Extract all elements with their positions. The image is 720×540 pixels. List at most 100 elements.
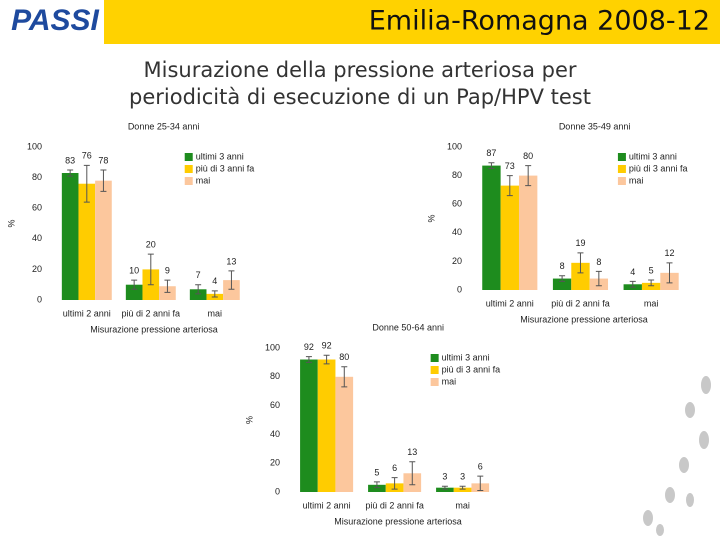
data-label: 78 (98, 155, 108, 165)
bar (436, 487, 454, 492)
legend-label: mai (196, 175, 211, 185)
y-tick-label: 100 (27, 141, 42, 151)
header-band (104, 0, 720, 44)
data-label: 83 (65, 155, 75, 165)
error-bar (67, 169, 74, 177)
bar (300, 359, 318, 492)
chart-title: Donne 50-64 anni (372, 322, 444, 332)
data-label: 87 (486, 148, 496, 158)
data-label: 9 (165, 265, 170, 275)
x-tick-label: mai (644, 298, 659, 308)
x-tick-label: ultimi 2 anni (303, 500, 351, 510)
bar (518, 175, 538, 290)
data-label: 3 (442, 472, 447, 482)
bar (453, 487, 472, 492)
bar (61, 173, 79, 300)
data-label: 12 (664, 248, 674, 258)
y-axis-label: % (426, 214, 436, 222)
legend-swatch (617, 177, 626, 185)
legend-label: mai (442, 376, 457, 386)
error-bar (477, 475, 484, 492)
bar (317, 359, 336, 492)
error-bar (648, 279, 655, 287)
chart-title: Donne 35-49 anni (559, 121, 631, 131)
y-tick-label: 20 (32, 264, 42, 274)
chart-title: Donne 25-34 anni (128, 121, 200, 131)
x-tick-label: più di 2 anni fa (365, 500, 424, 510)
error-bar (83, 164, 90, 203)
error-bar (595, 270, 602, 287)
data-label: 10 (129, 265, 139, 275)
data-label: 13 (407, 447, 417, 457)
error-bar (629, 280, 636, 288)
error-bar (341, 366, 348, 388)
legend-label: mai (629, 175, 644, 185)
y-tick-label: 40 (452, 227, 462, 237)
data-label: 7 (196, 270, 201, 280)
slide-title: Emilia-Romagna 2008-12 (369, 6, 710, 37)
error-bar (373, 481, 380, 489)
logo: PASSI (11, 4, 99, 37)
data-label: 5 (649, 265, 654, 275)
error-bar (211, 290, 218, 298)
y-tick-label: 0 (275, 486, 280, 496)
error-bar (488, 162, 495, 169)
error-bar (525, 165, 532, 187)
y-tick-label: 20 (270, 458, 280, 468)
data-label: 92 (304, 342, 314, 352)
x-tick-label: ultimi 2 anni (63, 308, 111, 318)
data-label: 4 (630, 267, 635, 277)
legend-label: più di 3 anni fa (442, 364, 501, 374)
data-label: 3 (460, 472, 465, 482)
x-tick-label: più di 2 anni fa (122, 308, 181, 318)
x-tick-label: più di 2 anni fa (551, 298, 610, 308)
bar (335, 376, 354, 492)
error-bar (147, 253, 154, 286)
x-axis-label: Misurazione pressione arteriosa (334, 516, 462, 526)
bar (78, 183, 96, 300)
data-label: 76 (82, 151, 92, 161)
error-bar (228, 270, 235, 290)
legend-swatch (430, 354, 439, 362)
legend-swatch (617, 153, 626, 161)
error-bar (559, 275, 566, 282)
y-tick-label: 80 (270, 371, 280, 381)
error-bar (323, 354, 330, 365)
error-bar (441, 485, 448, 490)
data-label: 80 (523, 151, 533, 161)
legend-swatch (617, 165, 626, 173)
bar (223, 280, 240, 300)
legend-label: ultimi 3 anni (196, 151, 244, 161)
data-label: 8 (596, 257, 601, 267)
legend-swatch (184, 165, 193, 173)
x-axis-label: Misurazione pressione arteriosa (90, 324, 218, 334)
data-label: 4 (212, 276, 217, 286)
legend-label: ultimi 3 anni (442, 352, 490, 362)
bar (571, 262, 590, 290)
bar (125, 284, 143, 300)
data-label: 19 (575, 238, 585, 248)
bar (368, 484, 386, 492)
subtitle-line: Misurazione della pressione arteriosa pe… (143, 58, 576, 82)
error-bar (666, 262, 673, 284)
y-tick-label: 0 (37, 294, 42, 304)
error-bar (409, 461, 416, 486)
data-label: 13 (226, 256, 236, 266)
bar (552, 278, 572, 290)
legend-swatch (184, 177, 193, 185)
data-label: 5 (374, 467, 379, 477)
data-label: 8 (560, 261, 565, 271)
y-tick-label: 100 (265, 342, 280, 352)
legend-label: ultimi 3 anni (629, 151, 677, 161)
error-bar (164, 279, 171, 293)
data-label: 92 (322, 341, 332, 351)
y-tick-label: 100 (447, 141, 462, 151)
y-axis-label: % (244, 416, 254, 424)
y-axis-label: % (6, 219, 16, 227)
decoration (643, 376, 711, 536)
error-bar (459, 485, 466, 490)
y-tick-label: 20 (452, 256, 462, 266)
y-tick-label: 60 (32, 203, 42, 213)
